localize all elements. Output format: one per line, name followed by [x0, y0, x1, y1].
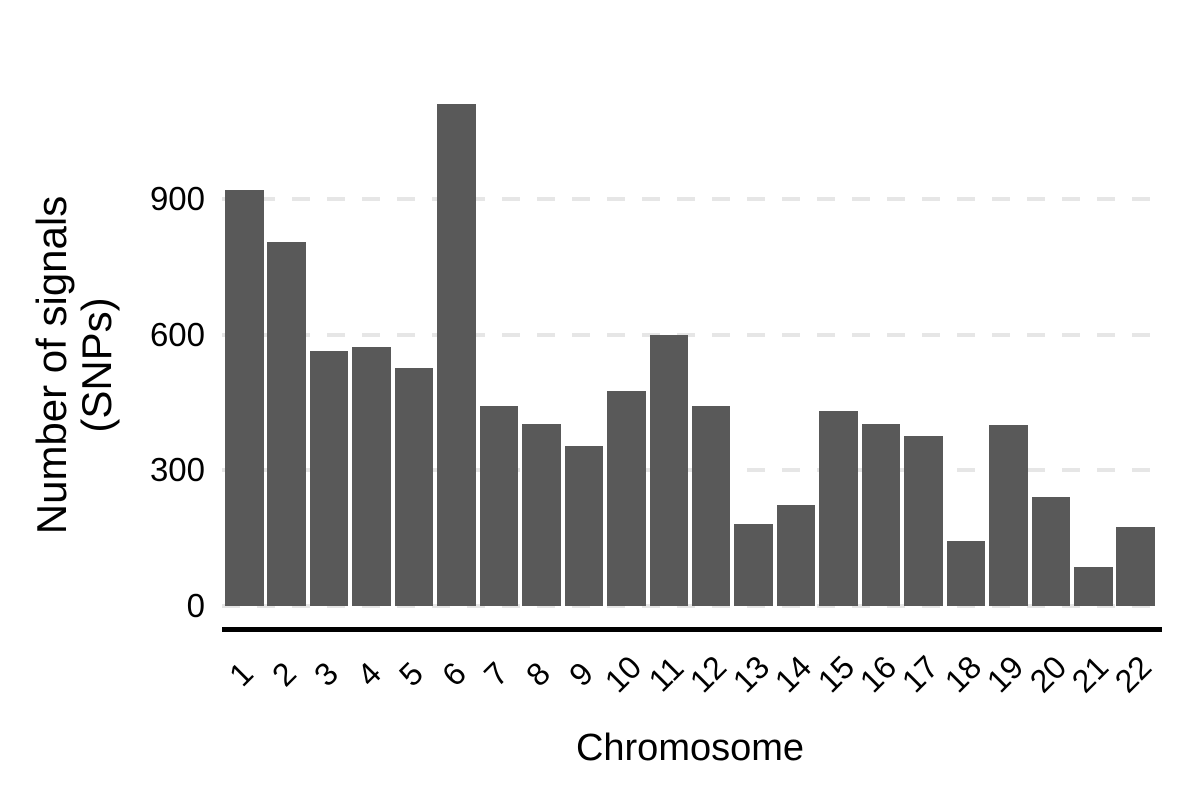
x-tick-label-14: 14 [767, 648, 819, 700]
bar-chr-14 [776, 504, 816, 606]
y-axis-title-line-1: Number of signals [28, 195, 75, 535]
bar-chr-19 [989, 424, 1028, 606]
y-tick-label-300: 300 [149, 451, 205, 489]
x-tick-label-3: 3 [307, 654, 346, 694]
bar-chr-20 [1031, 497, 1071, 606]
bar-chr-16 [861, 423, 901, 606]
x-tick-label-8: 8 [519, 654, 558, 694]
y-axis-title-line-2: (SNPs) [73, 297, 120, 433]
x-tick-label-1: 1 [222, 654, 261, 694]
bar-chr-9 [564, 446, 604, 606]
bar-chr-1 [225, 190, 264, 606]
bar-chr-7 [479, 405, 519, 606]
bar-chr-6 [437, 104, 476, 606]
x-tick-label-4: 4 [349, 654, 388, 694]
x-tick-label-5: 5 [392, 654, 431, 694]
x-axis-line [222, 627, 1162, 632]
bar-chr-15 [819, 410, 858, 606]
y-tick-label-900: 900 [149, 180, 205, 218]
bar-chr-4 [352, 347, 391, 606]
x-tick-label-7: 7 [476, 654, 515, 694]
x-tick-label-9: 9 [561, 654, 600, 694]
y-axis-title: Number of signals (SNPs) [28, 155, 120, 575]
y-tick-label-600: 600 [149, 315, 205, 353]
bar-chr-8 [522, 423, 561, 606]
x-tick-label-2: 2 [264, 654, 303, 694]
gridline-y-0 [222, 604, 1166, 608]
x-tick-label-6: 6 [434, 654, 473, 694]
bar-chr-11 [649, 334, 688, 606]
bar-chr-13 [734, 523, 773, 606]
gridline-y-900 [222, 197, 1166, 202]
bar-chr-10 [607, 391, 646, 606]
gridline-y-600 [222, 332, 1166, 337]
bar-chr-3 [309, 350, 349, 606]
bar-chr-18 [946, 540, 986, 606]
bar-chr-22 [1116, 526, 1155, 606]
bar-chr-17 [904, 435, 943, 606]
y-tick-label-0: 0 [186, 587, 205, 624]
x-tick-label-10: 10 [597, 648, 649, 700]
bar-chr-12 [691, 405, 731, 606]
bar-chr-5 [394, 368, 434, 606]
x-tick-label-22: 22 [1107, 648, 1158, 700]
bar-chr-21 [1074, 566, 1113, 606]
bar-chr-2 [267, 242, 306, 606]
x-axis-title: Chromosome [575, 727, 805, 769]
